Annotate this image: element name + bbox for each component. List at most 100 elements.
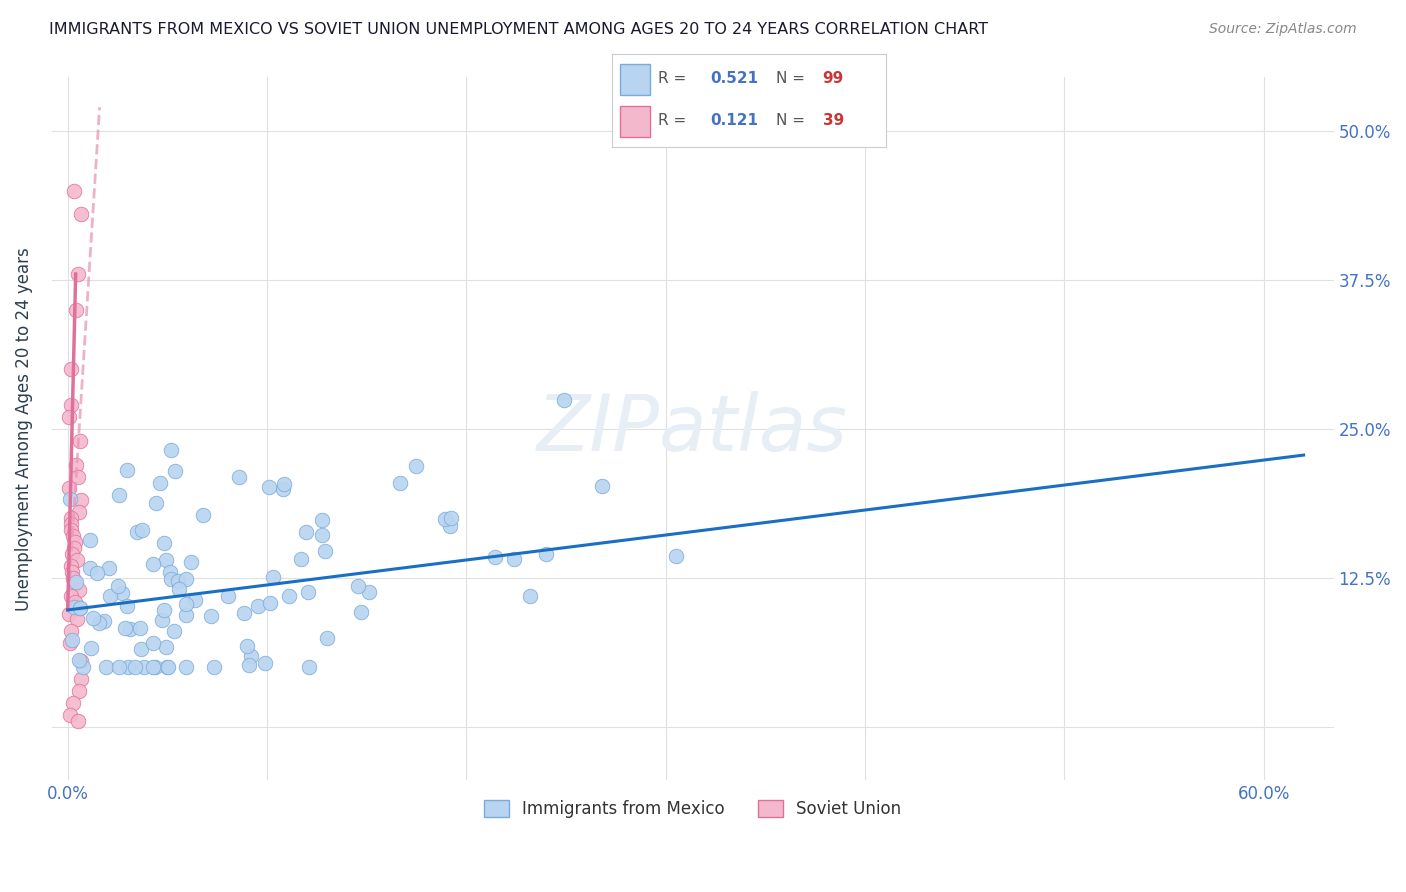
Text: N =: N =: [776, 113, 810, 128]
Point: [143, 660, 166, 674]
Point: [163, 624, 186, 638]
Point: [60, 632, 83, 647]
Point: [131, 642, 153, 657]
Point: [60, 511, 83, 525]
Point: [115, 462, 138, 476]
Point: [350, 605, 373, 619]
Point: [142, 635, 165, 649]
Point: [233, 606, 256, 620]
Point: [100, 590, 122, 604]
Point: [93, 614, 115, 628]
Point: [155, 553, 177, 567]
Point: [63, 541, 86, 555]
Point: [153, 603, 176, 617]
Point: [439, 519, 461, 533]
Point: [246, 599, 269, 613]
Text: 39: 39: [823, 113, 844, 128]
Point: [183, 593, 205, 607]
Point: [79, 533, 101, 548]
Point: [519, 589, 541, 603]
Text: Source: ZipAtlas.com: Source: ZipAtlas.com: [1209, 22, 1357, 37]
Y-axis label: Unemployment Among Ages 20 to 24 years: Unemployment Among Ages 20 to 24 years: [15, 247, 32, 611]
Point: [165, 464, 187, 478]
Point: [67, 582, 90, 597]
Point: [665, 549, 688, 563]
Point: [434, 512, 457, 526]
Point: [60, 589, 83, 603]
Text: 0.521: 0.521: [710, 71, 758, 87]
Point: [159, 442, 181, 457]
Point: [62, 565, 84, 579]
Point: [149, 475, 172, 490]
Point: [66, 469, 89, 483]
Point: [65, 600, 87, 615]
Point: [60, 523, 83, 537]
Point: [200, 609, 222, 624]
Point: [134, 660, 156, 674]
Point: [69, 601, 91, 615]
Point: [202, 660, 225, 674]
Point: [65, 535, 87, 549]
Point: [257, 479, 280, 493]
Point: [65, 302, 87, 317]
Point: [98, 561, 121, 575]
Point: [152, 536, 174, 550]
Text: R =: R =: [658, 71, 692, 87]
Point: [155, 640, 177, 654]
Point: [70, 672, 93, 686]
Point: [58, 482, 80, 496]
Point: [59, 362, 82, 376]
Point: [58, 636, 80, 650]
Point: [70, 207, 93, 221]
Point: [72, 660, 94, 674]
Point: [142, 558, 165, 572]
Point: [297, 585, 319, 599]
Point: [503, 552, 526, 566]
Point: [228, 470, 250, 484]
Point: [111, 586, 134, 600]
Point: [271, 482, 294, 496]
Point: [62, 529, 84, 543]
Point: [89, 616, 111, 631]
Point: [156, 660, 179, 674]
Point: [167, 582, 190, 597]
Point: [152, 613, 174, 627]
Point: [120, 622, 142, 636]
Text: 0.121: 0.121: [710, 113, 758, 128]
Legend: Immigrants from Mexico, Soviet Union: Immigrants from Mexico, Soviet Union: [477, 793, 908, 825]
Point: [174, 660, 197, 674]
Point: [108, 660, 131, 674]
Point: [534, 547, 557, 561]
Point: [217, 590, 239, 604]
Point: [67, 653, 90, 667]
Point: [65, 575, 87, 590]
Point: [60, 517, 83, 532]
Point: [239, 648, 262, 663]
Point: [67, 684, 90, 698]
Point: [311, 512, 333, 526]
Text: ZIPatlas: ZIPatlas: [537, 391, 848, 467]
Point: [262, 570, 284, 584]
Point: [389, 476, 412, 491]
Point: [174, 572, 197, 586]
Point: [80, 640, 103, 655]
Point: [311, 528, 333, 542]
Point: [59, 558, 82, 573]
Point: [273, 477, 295, 491]
Point: [259, 596, 281, 610]
Point: [107, 579, 129, 593]
Point: [59, 398, 82, 412]
FancyBboxPatch shape: [620, 64, 650, 95]
Point: [69, 505, 91, 519]
Point: [278, 589, 301, 603]
Point: [553, 392, 575, 407]
Point: [357, 585, 380, 599]
Point: [115, 599, 138, 613]
Point: [70, 493, 93, 508]
Point: [65, 594, 87, 608]
Text: IMMIGRANTS FROM MEXICO VS SOVIET UNION UNEMPLOYMENT AMONG AGES 20 TO 24 YEARS CO: IMMIGRANTS FROM MEXICO VS SOVIET UNION U…: [49, 22, 988, 37]
Point: [108, 488, 131, 502]
Point: [157, 660, 180, 674]
Point: [114, 621, 136, 635]
Point: [440, 510, 463, 524]
